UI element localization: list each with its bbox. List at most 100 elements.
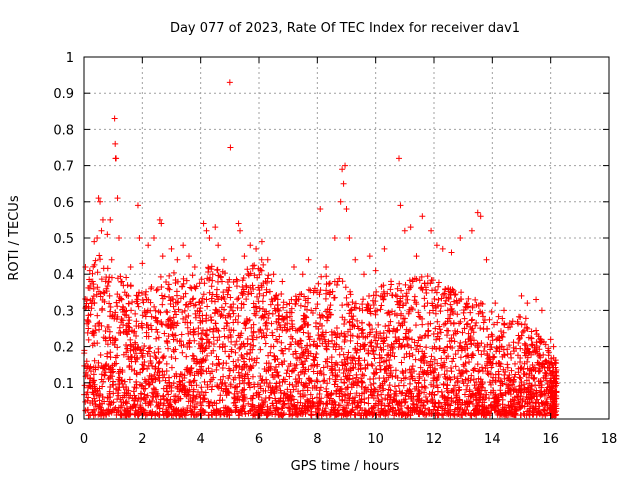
data-point	[99, 216, 106, 223]
data-point	[257, 373, 264, 380]
data-point	[336, 393, 343, 400]
data-point	[275, 312, 282, 319]
data-point	[347, 288, 354, 295]
data-point	[226, 372, 233, 379]
data-point	[264, 326, 271, 333]
data-point	[380, 407, 387, 414]
data-point	[210, 334, 217, 341]
data-point	[381, 358, 388, 365]
data-point	[359, 301, 366, 308]
data-point	[220, 360, 227, 367]
data-point	[214, 267, 221, 274]
data-point	[189, 296, 196, 303]
data-point	[120, 321, 127, 328]
data-point	[375, 321, 382, 328]
data-point	[159, 368, 166, 375]
data-point	[184, 407, 191, 414]
data-point	[128, 342, 135, 349]
data-point	[305, 286, 312, 293]
data-point	[260, 280, 267, 287]
data-point	[267, 365, 274, 372]
data-point	[409, 352, 416, 359]
data-point	[115, 329, 122, 336]
data-point	[384, 343, 391, 350]
data-point	[333, 324, 340, 331]
data-point	[281, 324, 288, 331]
data-point	[248, 355, 255, 362]
data-point	[124, 331, 131, 338]
data-point	[106, 388, 113, 395]
data-point	[135, 323, 142, 330]
data-point	[285, 404, 292, 411]
data-point	[288, 317, 295, 324]
data-point	[154, 317, 161, 324]
data-point	[296, 340, 303, 347]
data-point	[161, 371, 168, 378]
data-point	[98, 227, 105, 234]
data-point	[104, 231, 111, 238]
data-point	[126, 317, 133, 324]
data-point	[376, 384, 383, 391]
data-point	[155, 349, 162, 356]
data-point	[265, 272, 272, 279]
data-point	[275, 410, 282, 417]
data-point	[236, 412, 243, 419]
data-point	[350, 364, 357, 371]
data-point	[289, 393, 296, 400]
data-point	[213, 353, 220, 360]
data-point	[172, 355, 179, 362]
data-point	[94, 269, 101, 276]
data-point	[342, 162, 349, 169]
data-point	[170, 336, 177, 343]
data-point	[199, 327, 206, 334]
data-point	[129, 299, 136, 306]
data-point	[306, 336, 313, 343]
data-point	[256, 271, 263, 278]
data-point	[258, 256, 265, 263]
data-point	[133, 318, 140, 325]
data-point	[447, 301, 454, 308]
data-point	[346, 372, 353, 379]
data-point	[86, 412, 93, 419]
data-point	[139, 352, 146, 359]
data-point	[230, 301, 237, 308]
data-point	[433, 242, 440, 249]
data-point	[263, 412, 270, 419]
data-point	[120, 351, 127, 358]
data-point	[510, 339, 517, 346]
data-point	[239, 364, 246, 371]
y-tick-label: 0.3	[53, 304, 74, 319]
data-point	[186, 379, 193, 386]
data-point	[486, 379, 493, 386]
data-point	[391, 383, 398, 390]
data-point	[193, 400, 200, 407]
data-point	[95, 195, 102, 202]
data-point	[331, 235, 338, 241]
data-point	[323, 412, 330, 419]
data-point	[139, 365, 146, 372]
x-tick-label: 14	[484, 432, 501, 447]
data-point	[295, 296, 302, 303]
data-point	[185, 391, 192, 398]
data-point	[90, 285, 97, 292]
data-point	[114, 344, 121, 351]
data-point	[165, 316, 172, 323]
data-point	[258, 238, 265, 245]
data-point	[301, 322, 308, 329]
data-point	[302, 358, 309, 365]
data-point	[190, 394, 197, 401]
data-point	[230, 310, 237, 317]
data-point	[202, 331, 209, 338]
data-point	[190, 326, 197, 333]
data-point	[324, 380, 331, 387]
data-point	[423, 344, 430, 351]
data-point	[171, 408, 178, 415]
data-point	[85, 336, 92, 343]
data-point	[97, 293, 104, 300]
data-point	[175, 306, 182, 313]
data-point	[286, 326, 293, 333]
data-point	[140, 347, 147, 354]
data-point	[297, 325, 304, 332]
data-point	[437, 329, 444, 336]
data-point	[98, 307, 105, 314]
